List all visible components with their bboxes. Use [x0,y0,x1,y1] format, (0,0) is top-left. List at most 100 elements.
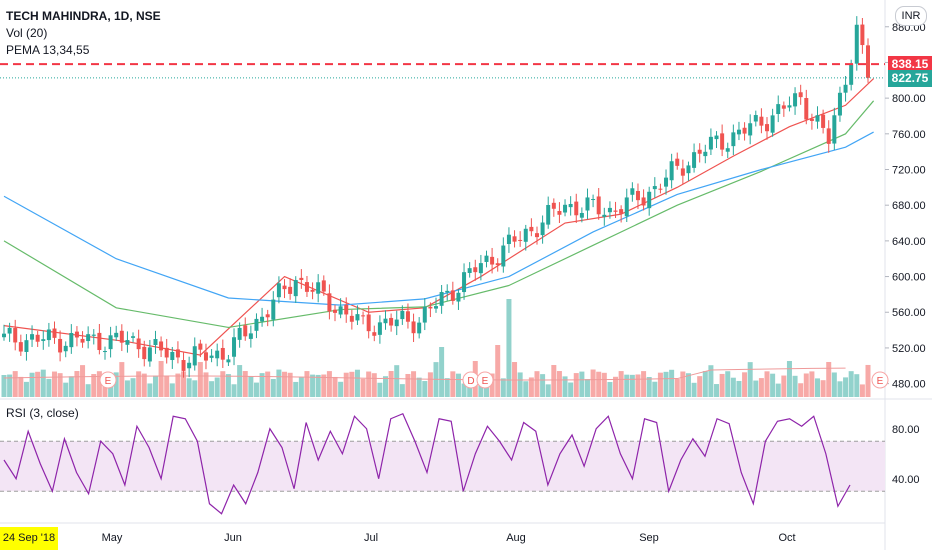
candle-body [366,314,371,332]
volume-bar [613,376,619,397]
volume-bar [815,378,821,397]
candle-body [602,214,607,217]
candle-body [518,239,523,241]
price-tick-label: 480.00 [892,379,926,391]
candle-body [837,92,842,116]
volume-bar [697,376,703,397]
candle-body [776,104,781,115]
volume-bar [51,371,57,397]
candle-body [484,255,489,262]
volume-bar [349,371,355,397]
volume-bar [562,376,568,397]
volume-bar [383,376,389,397]
volume-bar [276,369,282,397]
volume-bar [663,371,669,397]
volume-bar [657,372,663,397]
currency-button[interactable]: INR [895,6,927,26]
rsi-band [0,441,885,492]
event-marker-label: E [105,376,112,387]
ema-34-line [3,100,875,329]
volume-bar [584,379,590,397]
volume-bar [225,374,231,397]
time-axis-label: Jun [224,532,242,544]
candle-body [327,293,332,312]
candle-body [641,197,646,206]
candle-body [686,165,691,174]
volume-bar [809,371,815,397]
candle-body [675,158,680,166]
price-tick-label: 800.00 [892,93,926,105]
candle-body [282,285,287,290]
volume-bar [136,371,142,397]
resistance-price-flag: 838.15 [888,56,932,74]
candle-body [372,332,377,336]
candle-body [422,306,427,323]
candle-body [692,152,697,168]
volume-bar [523,381,529,397]
ema-legend[interactable]: PEMA 13,34,55 [6,43,90,57]
volume-bar [461,383,467,397]
candle-body [658,188,663,190]
volume-bar [781,375,787,397]
rsi-legend[interactable]: RSI (3, close) [6,406,79,420]
volume-legend[interactable]: Vol (20) [6,26,48,40]
volume-bar [742,372,748,397]
volume-bar [119,362,125,397]
price-tick-label: 520.00 [892,343,926,355]
volume-bar [831,372,837,397]
volume-bar [770,373,776,397]
candle-body [52,328,57,338]
time-axis-label: May [102,532,123,544]
volume-bar [40,369,46,397]
volume-bar [450,371,456,397]
volume-bar [758,378,764,397]
volume-bar [685,373,691,397]
candle-body [333,309,338,313]
candle-body [669,161,674,181]
candle-body [652,186,657,190]
event-marker [99,371,117,389]
volume-bar [231,384,237,397]
volume-bar [702,371,708,397]
volume-bar [220,371,226,397]
volume-bar [427,372,433,397]
candle-body [787,105,792,108]
volume-bar [293,381,299,397]
candle-body [114,332,119,338]
candle-body [793,93,798,107]
candle-body [86,334,91,342]
volume-bar [714,384,720,397]
volume-bar [192,380,198,397]
volume-bar [124,380,130,397]
volume-bar [596,371,602,397]
price-tick-label: 720.00 [892,165,926,177]
time-axis-label: Jul [364,532,378,544]
volume-bar [489,373,495,397]
volume-bar [719,373,725,397]
volume-bar [366,371,372,397]
candle-body [456,292,461,302]
candle-body [209,355,214,358]
candle-body [579,212,584,218]
volume-bar [186,378,192,397]
volume-bar [590,369,596,397]
candle-body [849,63,854,85]
candle-body [63,345,68,352]
rsi-line [3,412,851,515]
candle-body [344,304,349,315]
candle-body [748,123,753,136]
time-axis-label: Aug [506,532,526,544]
volume-bar [265,371,271,397]
volume-bar [12,371,18,397]
volume-bar [248,376,254,397]
volume-bar [354,369,360,397]
candle-body [765,124,770,132]
volume-bar [113,372,119,397]
candle-body [198,343,203,350]
volume-bar [253,382,259,397]
candle-body [304,282,309,292]
volume-bar [669,369,675,397]
volume-bar [411,371,417,397]
